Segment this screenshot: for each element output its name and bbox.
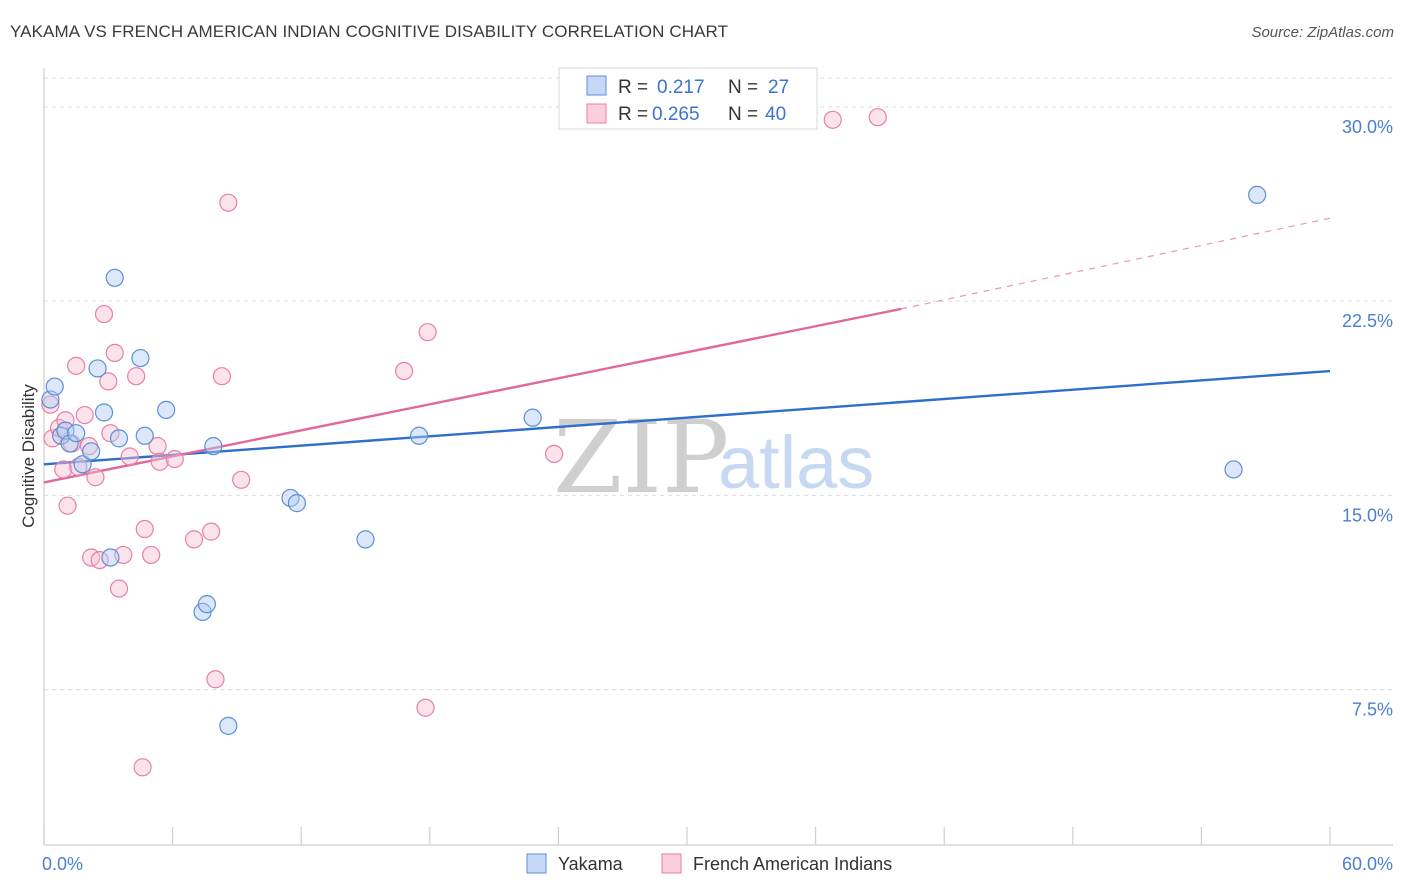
- yakama-point: [131, 348, 150, 368]
- yakama-point: [73, 455, 92, 474]
- french-series-label: French American Indians: [693, 854, 892, 874]
- french-point: [868, 108, 887, 127]
- yakama-point: [135, 426, 154, 445]
- yakama-point: [204, 437, 223, 456]
- chart-title: YAKAMA VS FRENCH AMERICAN INDIAN COGNITI…: [10, 22, 729, 41]
- french-point: [58, 496, 77, 515]
- yakama-point: [88, 359, 107, 378]
- french-point: [545, 444, 564, 464]
- yakama-point: [409, 426, 429, 445]
- yakama-point: [157, 400, 176, 419]
- french-point: [418, 323, 437, 342]
- french-point: [90, 550, 109, 570]
- watermark-zip: ZIP: [553, 399, 729, 516]
- french-series-swatch: [661, 853, 682, 874]
- yakama-point: [1248, 185, 1267, 205]
- french-point: [54, 460, 73, 479]
- french-point: [184, 530, 204, 549]
- french-point: [133, 758, 152, 777]
- y-tick-label: 22.5%: [1342, 311, 1393, 331]
- yakama-n-value: 27: [768, 77, 789, 98]
- yakama-r-label: R =: [618, 77, 648, 98]
- yakama-series-swatch: [526, 853, 547, 874]
- source-label: Source: ZipAtlas.com: [1251, 24, 1394, 41]
- yakama-point: [219, 716, 238, 735]
- french-point: [67, 356, 86, 375]
- french-legend-swatch: [586, 103, 607, 124]
- french-point: [41, 395, 60, 414]
- french-point: [148, 437, 167, 456]
- french-point: [165, 449, 184, 469]
- french-point: [120, 447, 139, 466]
- french-point: [416, 698, 435, 717]
- french-point: [219, 193, 238, 212]
- french-point: [109, 579, 129, 598]
- x-tick-label-min: 0.0%: [42, 854, 83, 874]
- french-r-label: R =: [618, 104, 648, 125]
- french-point: [99, 372, 118, 391]
- french-point: [206, 670, 225, 689]
- yakama-point: [356, 530, 375, 549]
- yakama-point: [94, 403, 114, 422]
- french-point: [127, 367, 146, 386]
- yakama-point: [1224, 460, 1243, 479]
- french-point: [94, 304, 114, 324]
- french-point: [135, 519, 154, 539]
- series-legend: Yakama French American Indians: [526, 853, 892, 874]
- trend-lines: [43, 217, 1331, 484]
- y-tick-label: 30.0%: [1342, 117, 1393, 137]
- yakama-point: [105, 268, 124, 287]
- yakama-point: [287, 494, 307, 513]
- yakama-trend-line: [43, 369, 1331, 466]
- yakama-point: [45, 377, 64, 396]
- axes: 7.5% 15.0% 22.5% 30.0% 0.0% 60.0%: [42, 68, 1393, 874]
- french-n-label: N =: [728, 104, 758, 125]
- watermark-atlas: atlas: [718, 421, 874, 504]
- french-trend-extension: [901, 217, 1331, 310]
- french-n-value: 40: [765, 104, 786, 125]
- french-point: [232, 470, 251, 489]
- yakama-point: [67, 424, 86, 443]
- y-tick-label: 7.5%: [1352, 700, 1393, 720]
- y-tick-label: 15.0%: [1342, 505, 1393, 525]
- french-point: [105, 343, 124, 362]
- french-trend-line: [43, 307, 902, 484]
- french-point: [86, 468, 105, 487]
- y-axis-label: Cognitive Disability: [19, 384, 38, 528]
- french-point: [75, 405, 94, 425]
- gridlines: [44, 77, 1393, 691]
- french-point: [142, 545, 161, 565]
- yakama-point: [82, 442, 101, 461]
- yakama-n-label: N =: [728, 77, 758, 98]
- french-r-value: 0.265: [652, 104, 700, 125]
- yakama-point: [197, 595, 216, 614]
- yakama-legend-swatch: [586, 75, 607, 96]
- x-tick-label-max: 60.0%: [1342, 854, 1393, 874]
- yakama-series-label: Yakama: [558, 854, 624, 874]
- stats-legend: R = 0.217 N = 27 R = 0.265 N = 40: [558, 67, 818, 130]
- french-point: [101, 424, 120, 443]
- yakama-point: [109, 429, 129, 448]
- french-point: [150, 452, 169, 471]
- yakama-r-value: 0.217: [657, 77, 705, 98]
- data-points: [41, 108, 1267, 777]
- yakama-point: [101, 548, 120, 567]
- french-point: [823, 110, 842, 129]
- french-point: [212, 367, 231, 386]
- french-point: [202, 522, 221, 541]
- french-point: [394, 361, 414, 381]
- yakama-point: [60, 434, 79, 453]
- yakama-point: [523, 408, 542, 427]
